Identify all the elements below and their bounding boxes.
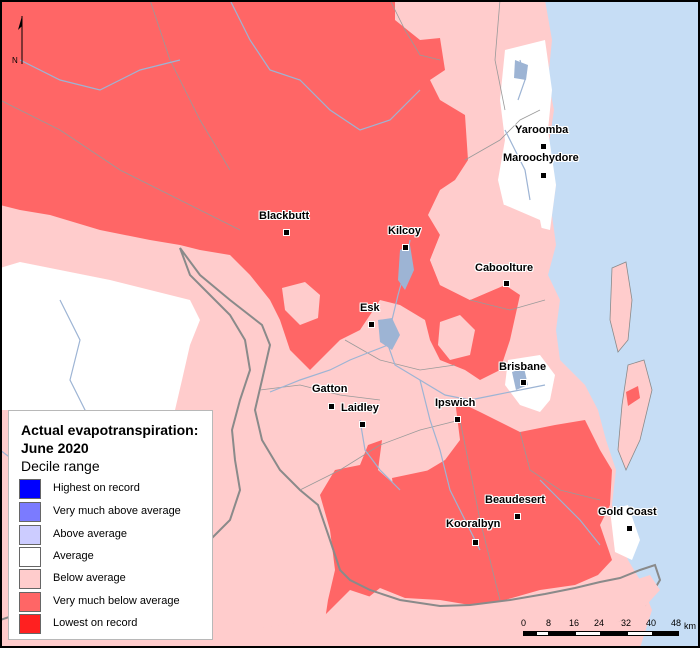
- town-dot-caboolture: [503, 280, 510, 287]
- island-patch: [626, 386, 640, 406]
- scale-segment-3: [549, 631, 575, 636]
- scale-segment-7: [653, 631, 679, 636]
- town-label-laidley: Laidley: [341, 402, 379, 414]
- region-average-west: [0, 262, 200, 410]
- lake-somerset: [398, 245, 414, 290]
- region-very-much-below-south: [320, 400, 612, 620]
- legend-swatch-average: [19, 547, 41, 567]
- legend-label-lowest: Lowest on record: [53, 617, 138, 629]
- scale-bar: 0 8 16 24 32 40 48 km: [520, 618, 698, 644]
- north-arrow-letter: N: [12, 56, 18, 65]
- town-label-gatton: Gatton: [312, 383, 348, 395]
- scale-tick-48: 48: [671, 618, 682, 628]
- lga-boundaries: [0, 0, 601, 601]
- region-very-much-below-patch: [392, 470, 440, 505]
- town-label-blackbutt: Blackbutt: [259, 210, 310, 222]
- town-dot-blackbutt: [283, 229, 290, 236]
- legend-subtitle: Decile range: [21, 458, 100, 474]
- legend-swatch-highest: [19, 479, 41, 499]
- scale-segment-6: [627, 631, 653, 636]
- town-label-kilcoy: Kilcoy: [388, 225, 422, 237]
- lake-wivenhoe: [378, 318, 400, 350]
- town-dot-laidley: [359, 421, 366, 428]
- region-average-brisbane: [505, 355, 555, 412]
- island-south: [617, 359, 653, 472]
- scale-tick-32: 32: [621, 618, 632, 628]
- legend-label-very-much-above: Very much above average: [53, 505, 181, 517]
- lake-north-coast: [514, 60, 528, 80]
- town-label-gold-coast: Gold Coast: [598, 506, 657, 518]
- island-north: [609, 261, 633, 353]
- state-boundary: [0, 247, 662, 648]
- town-label-yaroomba: Yaroomba: [515, 124, 569, 136]
- town-dot-gold-coast: [626, 525, 633, 532]
- region-below-average-hole-1: [282, 282, 320, 325]
- scale-segment-5: [601, 631, 627, 636]
- north-arrow: N: [8, 12, 28, 68]
- legend-label-above: Above average: [53, 528, 127, 540]
- scale-tick-0: 0: [521, 618, 527, 628]
- scale-tick-40: 40: [646, 618, 657, 628]
- scale-segment-1: [523, 631, 536, 636]
- scale-unit: km: [684, 621, 696, 631]
- legend-label-average: Average: [53, 550, 94, 562]
- region-average-coast-north: [498, 40, 556, 230]
- region-nsw: [0, 575, 660, 648]
- town-label-brisbane: Brisbane: [499, 361, 547, 373]
- north-arrow-icon: [18, 16, 23, 64]
- town-dot-gatton: [328, 403, 335, 410]
- town-label-caboolture: Caboolture: [475, 262, 534, 274]
- legend-swatch-below: [19, 569, 41, 589]
- legend: Actual evapotranspiration: June 2020 Dec…: [8, 410, 213, 640]
- town-dot-ipswich: [454, 416, 461, 423]
- region-below-average-hole-2: [438, 315, 475, 360]
- town-dot-brisbane: [520, 379, 527, 386]
- town-label-esk: Esk: [360, 302, 380, 314]
- town-label-ipswich: Ipswich: [435, 397, 476, 409]
- region-average-gold-coast: [610, 505, 640, 560]
- town-dot-yaroomba: [540, 143, 547, 150]
- scale-segment-2: [536, 631, 549, 636]
- town-dot-kooralbyn: [472, 539, 479, 546]
- town-dot-kilcoy: [402, 244, 409, 251]
- legend-swatch-above: [19, 525, 41, 545]
- legend-swatch-lowest: [19, 614, 41, 634]
- region-very-much-below-north: [0, 0, 520, 380]
- town-label-beaudesert: Beaudesert: [485, 494, 545, 506]
- scale-tick-16: 16: [569, 618, 580, 628]
- scale-tick-24: 24: [594, 618, 605, 628]
- legend-label-highest: Highest on record: [53, 482, 140, 494]
- region-below-average-caboolture: [430, 200, 548, 300]
- scale-segment-4: [575, 631, 601, 636]
- legend-swatch-very-much-above: [19, 502, 41, 522]
- legend-label-very-much-below: Very much below average: [53, 595, 180, 607]
- scale-tick-8: 8: [546, 618, 552, 628]
- town-label-maroochydore: Maroochydore: [503, 152, 579, 164]
- town-dot-maroochydore: [540, 172, 547, 179]
- legend-label-below: Below average: [53, 572, 126, 584]
- town-dot-esk: [368, 321, 375, 328]
- town-dot-beaudesert: [514, 513, 521, 520]
- town-label-kooralbyn: Kooralbyn: [446, 518, 501, 530]
- legend-swatch-very-much-below: [19, 592, 41, 612]
- legend-title: Actual evapotranspiration: June 2020: [21, 422, 199, 456]
